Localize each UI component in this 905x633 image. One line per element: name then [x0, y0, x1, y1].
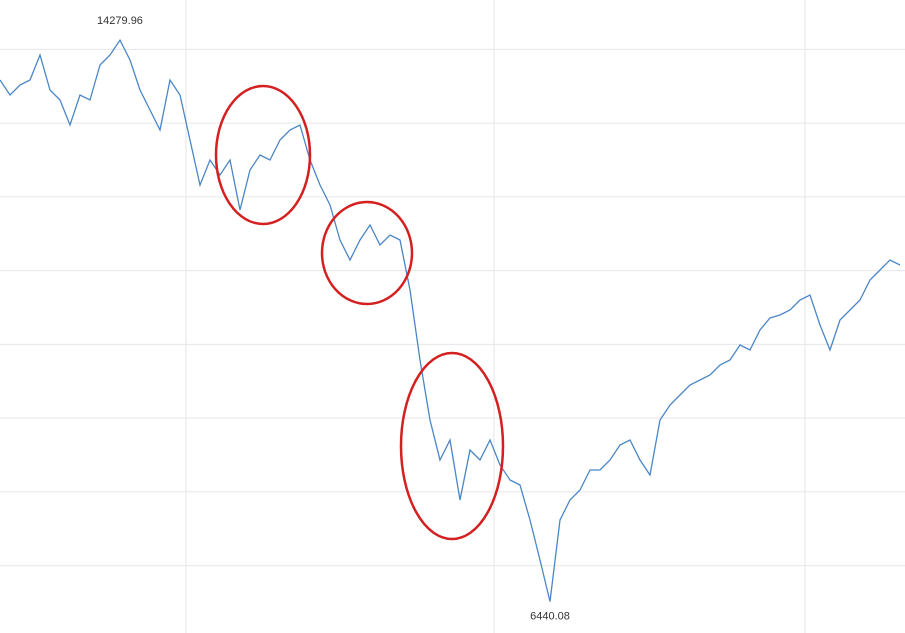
highlight-circle [214, 84, 312, 226]
highlight-circle [320, 200, 414, 306]
max-label: 14279.96 [97, 15, 143, 27]
min-label: 6440.08 [530, 610, 570, 622]
highlight-circle [399, 351, 505, 541]
price-line [0, 38, 901, 602]
plot: 14279.96 6440.08 [0, 15, 905, 622]
